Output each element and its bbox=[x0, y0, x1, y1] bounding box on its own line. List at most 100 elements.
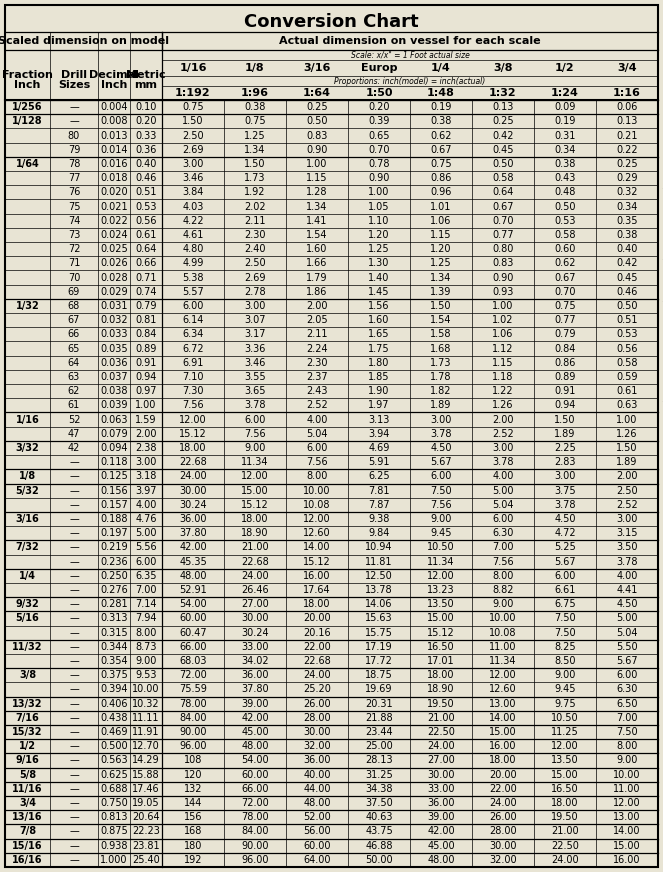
Text: 39.00: 39.00 bbox=[427, 813, 455, 822]
Text: Inch: Inch bbox=[15, 80, 40, 90]
Text: 3.78: 3.78 bbox=[554, 500, 575, 510]
Text: —: — bbox=[69, 585, 79, 595]
Text: 17.01: 17.01 bbox=[427, 656, 455, 666]
Text: 5.67: 5.67 bbox=[554, 556, 575, 567]
Text: 1.00: 1.00 bbox=[369, 187, 390, 197]
Text: 31.25: 31.25 bbox=[365, 770, 393, 780]
Text: 5.00: 5.00 bbox=[135, 528, 156, 538]
Text: 43.75: 43.75 bbox=[365, 827, 393, 836]
Text: 14.00: 14.00 bbox=[303, 542, 331, 553]
Text: 14.29: 14.29 bbox=[132, 755, 160, 766]
Text: 120: 120 bbox=[184, 770, 202, 780]
Text: 12.00: 12.00 bbox=[427, 571, 455, 581]
Text: 1.45: 1.45 bbox=[368, 287, 390, 296]
Text: 5.04: 5.04 bbox=[616, 628, 638, 637]
Text: 5.67: 5.67 bbox=[616, 656, 638, 666]
Text: 0.19: 0.19 bbox=[430, 102, 452, 112]
Text: 192: 192 bbox=[184, 855, 202, 865]
Text: 0.67: 0.67 bbox=[430, 145, 452, 154]
Text: 9.45: 9.45 bbox=[554, 685, 575, 694]
Text: 0.028: 0.028 bbox=[100, 273, 128, 283]
Text: 0.281: 0.281 bbox=[100, 599, 128, 610]
Text: 0.75: 0.75 bbox=[554, 301, 575, 311]
Text: 0.40: 0.40 bbox=[135, 159, 156, 169]
Text: 0.375: 0.375 bbox=[100, 671, 128, 680]
Text: 5.91: 5.91 bbox=[368, 457, 390, 467]
Text: 12.00: 12.00 bbox=[551, 741, 579, 752]
Text: 1.89: 1.89 bbox=[430, 400, 452, 411]
Text: 1/8: 1/8 bbox=[245, 63, 265, 73]
Text: 22.00: 22.00 bbox=[303, 642, 331, 652]
Text: 18.00: 18.00 bbox=[179, 443, 207, 453]
Text: 0.89: 0.89 bbox=[135, 344, 156, 353]
Text: 30.24: 30.24 bbox=[179, 500, 207, 510]
Text: 28.00: 28.00 bbox=[489, 827, 517, 836]
Text: 1.54: 1.54 bbox=[306, 230, 328, 240]
Text: 74: 74 bbox=[68, 215, 80, 226]
Text: 2.69: 2.69 bbox=[244, 273, 266, 283]
Text: 0.688: 0.688 bbox=[100, 784, 128, 794]
Text: 15.12: 15.12 bbox=[427, 628, 455, 637]
Text: 4.03: 4.03 bbox=[182, 201, 204, 212]
Text: 0.469: 0.469 bbox=[100, 727, 128, 737]
Text: 5.38: 5.38 bbox=[182, 273, 204, 283]
Text: 77: 77 bbox=[68, 174, 80, 183]
Text: 0.013: 0.013 bbox=[100, 131, 128, 140]
Text: 1.18: 1.18 bbox=[493, 372, 514, 382]
Text: Scaled dimension on model: Scaled dimension on model bbox=[0, 36, 169, 46]
Text: 0.406: 0.406 bbox=[100, 698, 128, 709]
Text: 22.50: 22.50 bbox=[551, 841, 579, 851]
Text: 24.00: 24.00 bbox=[303, 671, 331, 680]
Text: 1.12: 1.12 bbox=[492, 344, 514, 353]
Text: 0.80: 0.80 bbox=[493, 244, 514, 254]
Text: 5.50: 5.50 bbox=[616, 642, 638, 652]
Text: 42: 42 bbox=[68, 443, 80, 453]
Text: —: — bbox=[69, 528, 79, 538]
Text: 0.315: 0.315 bbox=[100, 628, 128, 637]
Text: Scale: x/x" = 1 Foot actual size: Scale: x/x" = 1 Foot actual size bbox=[351, 51, 469, 59]
Text: 1.60: 1.60 bbox=[369, 315, 390, 325]
Text: 168: 168 bbox=[184, 827, 202, 836]
Text: 12.60: 12.60 bbox=[489, 685, 517, 694]
Text: 45.00: 45.00 bbox=[427, 841, 455, 851]
Text: 1.06: 1.06 bbox=[493, 330, 514, 339]
Text: 20.31: 20.31 bbox=[365, 698, 392, 709]
Text: 22.68: 22.68 bbox=[179, 457, 207, 467]
Text: 3/8: 3/8 bbox=[19, 671, 36, 680]
Text: 45.35: 45.35 bbox=[179, 556, 207, 567]
Text: 60.00: 60.00 bbox=[179, 613, 207, 623]
Text: —: — bbox=[69, 642, 79, 652]
Text: 78.00: 78.00 bbox=[241, 813, 269, 822]
Text: 65: 65 bbox=[68, 344, 80, 353]
Text: 21.00: 21.00 bbox=[551, 827, 579, 836]
Text: 8.00: 8.00 bbox=[135, 628, 156, 637]
Text: 9.00: 9.00 bbox=[617, 755, 638, 766]
Text: 11.34: 11.34 bbox=[241, 457, 269, 467]
Text: 2.52: 2.52 bbox=[306, 400, 328, 411]
Text: 13.23: 13.23 bbox=[427, 585, 455, 595]
Text: Trenailer #3: Trenailer #3 bbox=[662, 302, 663, 310]
Text: 14.00: 14.00 bbox=[613, 827, 640, 836]
Text: 0.33: 0.33 bbox=[135, 131, 156, 140]
Text: 48.00: 48.00 bbox=[241, 741, 269, 752]
Text: —: — bbox=[69, 571, 79, 581]
Text: 1.10: 1.10 bbox=[369, 215, 390, 226]
Text: 0.039: 0.039 bbox=[100, 400, 128, 411]
Text: 84.00: 84.00 bbox=[179, 713, 207, 723]
Text: 0.10: 0.10 bbox=[135, 102, 156, 112]
Text: 28.00: 28.00 bbox=[303, 713, 331, 723]
Text: 15.00: 15.00 bbox=[613, 841, 641, 851]
Text: 0.394: 0.394 bbox=[100, 685, 128, 694]
Text: 18.00: 18.00 bbox=[241, 514, 269, 524]
Text: 22.50: 22.50 bbox=[427, 727, 455, 737]
Text: 0.61: 0.61 bbox=[617, 386, 638, 396]
Text: 11.81: 11.81 bbox=[365, 556, 392, 567]
Text: Europ: Europ bbox=[361, 63, 397, 73]
Text: 2.11: 2.11 bbox=[306, 330, 328, 339]
Text: 3.46: 3.46 bbox=[244, 358, 266, 368]
Text: 7.56: 7.56 bbox=[244, 429, 266, 439]
Text: 2.30: 2.30 bbox=[306, 358, 328, 368]
Text: 0.94: 0.94 bbox=[135, 372, 156, 382]
Text: 0.25: 0.25 bbox=[616, 159, 638, 169]
Text: 0.42: 0.42 bbox=[616, 258, 638, 269]
